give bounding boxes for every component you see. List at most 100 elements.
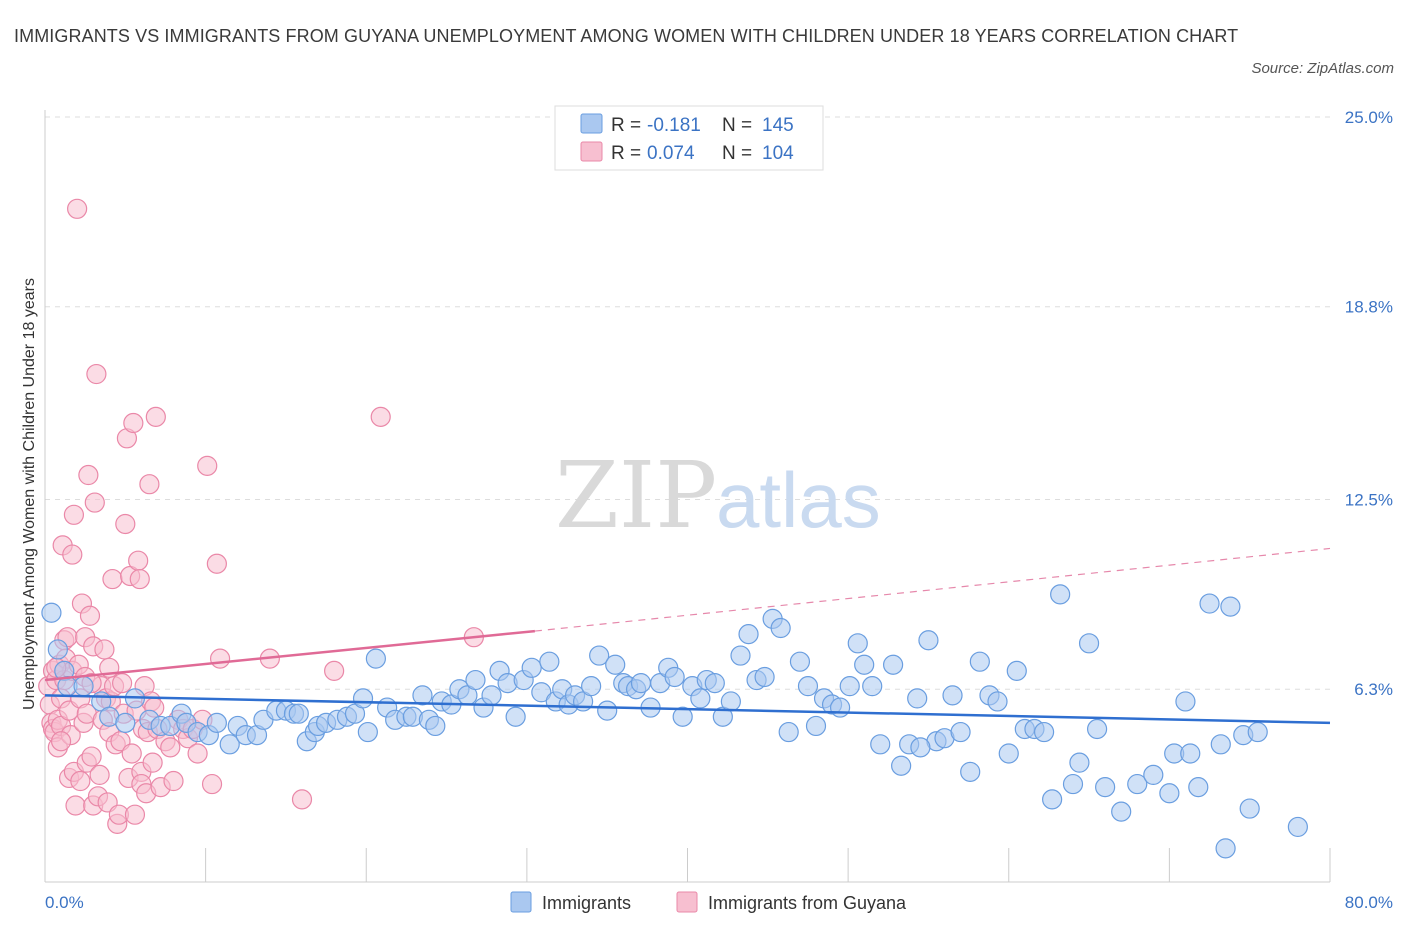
legend-n-label-guyana: N = (722, 143, 752, 164)
guyana-point (63, 504, 85, 525)
chart-title: IMMIGRANTS VS IMMIGRANTS FROM GUYANA UNE… (14, 26, 1239, 46)
legend-r-label-immigrants: R = (611, 115, 641, 136)
immigrants-point (770, 617, 791, 639)
guyana-point (62, 544, 83, 565)
immigrants-point (597, 700, 618, 721)
legend-swatch-immigrants (580, 113, 603, 134)
immigrants-point (1086, 718, 1108, 740)
immigrants-point (1180, 743, 1201, 764)
immigrants-point (531, 682, 552, 703)
top-legend: R = -0.181 N = 145 R = 0.074 N = 104 (554, 105, 824, 171)
immigrants-point (352, 688, 374, 709)
guyana-point (70, 770, 91, 792)
bottom-legend-swatch-guyana (676, 891, 698, 913)
immigrants-point (664, 666, 685, 688)
immigrants-point (720, 691, 741, 712)
guyana-point (201, 773, 223, 795)
immigrants-point (1033, 721, 1055, 743)
immigrants-point (521, 657, 542, 678)
watermark-atlas: atlas (716, 456, 881, 544)
source-credit: Source: ZipAtlas.com (1251, 60, 1394, 77)
guyana-point (115, 513, 136, 535)
guyana-trend-line (44, 629, 536, 682)
y-tick-label: 18.8% (1345, 298, 1393, 317)
immigrants-point (672, 706, 693, 727)
trend-lines (44, 547, 1331, 725)
legend-swatch-guyana (580, 141, 603, 162)
guyana-point (124, 804, 146, 825)
guyana-point (79, 605, 101, 626)
immigrants-point (47, 639, 68, 660)
immigrants-point (425, 715, 446, 737)
guyana-point (197, 455, 218, 476)
immigrants-point (365, 648, 386, 669)
guyana-point (121, 743, 142, 764)
x-tick-label-max: 80.0% (1345, 893, 1393, 912)
guyana-point (187, 743, 208, 764)
guyana-point (50, 731, 72, 752)
immigrants-trend-line (44, 694, 1331, 725)
immigrants-point (1069, 752, 1090, 773)
immigrants-point (1143, 764, 1164, 786)
watermark-zip: ZIP (555, 442, 717, 549)
immigrants-point (910, 737, 931, 758)
immigrants-point (1239, 798, 1260, 819)
guyana-point (324, 660, 345, 681)
immigrants-point (73, 676, 94, 697)
immigrants-point (288, 703, 309, 724)
legend-n-value-immigrants: 145 (762, 115, 794, 136)
immigrants-point (797, 676, 819, 697)
bottom-legend-swatch-immigrants (510, 891, 532, 913)
x-axis-ticks (205, 848, 1331, 882)
immigrants-point (829, 697, 851, 718)
immigrants-point (505, 706, 526, 727)
guyana-point (67, 198, 88, 219)
immigrants-point (1050, 584, 1071, 605)
immigrants-point (1247, 721, 1268, 743)
immigrants-point (605, 654, 626, 675)
immigrants-point (206, 712, 227, 733)
immigrants-point (730, 645, 751, 666)
bottom-legend-label-guyana: Immigrants from Guyana (708, 893, 907, 913)
guyana-point (163, 770, 184, 792)
guyana-point (145, 406, 166, 427)
immigrants-points (41, 584, 1308, 859)
immigrants-point (115, 712, 136, 733)
immigrants-point (481, 685, 502, 706)
immigrants-point (969, 651, 990, 672)
immigrants-point (219, 734, 240, 755)
guyana-point (123, 412, 144, 434)
legend-r-value-immigrants: -0.181 (647, 115, 701, 136)
immigrants-point (778, 721, 799, 743)
immigrants-point (1127, 773, 1148, 795)
immigrants-point (1062, 773, 1084, 795)
immigrants-point (862, 676, 883, 697)
immigrants-point (960, 761, 981, 782)
watermark: ZIP atlas (555, 442, 881, 549)
immigrants-point (918, 630, 939, 651)
immigrants-point (907, 688, 928, 709)
immigrants-point (738, 624, 759, 645)
immigrants-point (987, 691, 1008, 712)
guyana-point (94, 639, 115, 660)
guyana-point (206, 553, 227, 574)
guyana-point (139, 474, 160, 495)
grid-lines (45, 116, 1330, 690)
guyana-point (370, 406, 391, 427)
immigrants-point (1210, 734, 1231, 755)
guyana-point (111, 672, 133, 694)
guyana-point (81, 746, 102, 767)
immigrants-point (839, 676, 860, 697)
guyana-point (160, 737, 181, 758)
y-axis-tick-labels: 6.3% 12.5% 18.8% 25.0% (1345, 108, 1393, 699)
immigrants-point (630, 672, 652, 694)
x-tick-label-min: 0.0% (45, 893, 84, 912)
immigrants-point (1287, 816, 1308, 838)
immigrants-point (539, 651, 560, 672)
guyana-point (89, 764, 110, 786)
legend-n-value-guyana: 104 (762, 143, 794, 164)
y-axis-label: Unemployment Among Women with Children U… (21, 278, 38, 710)
y-tick-label: 12.5% (1345, 491, 1393, 510)
bottom-legend-label-immigrants: Immigrants (542, 893, 631, 913)
